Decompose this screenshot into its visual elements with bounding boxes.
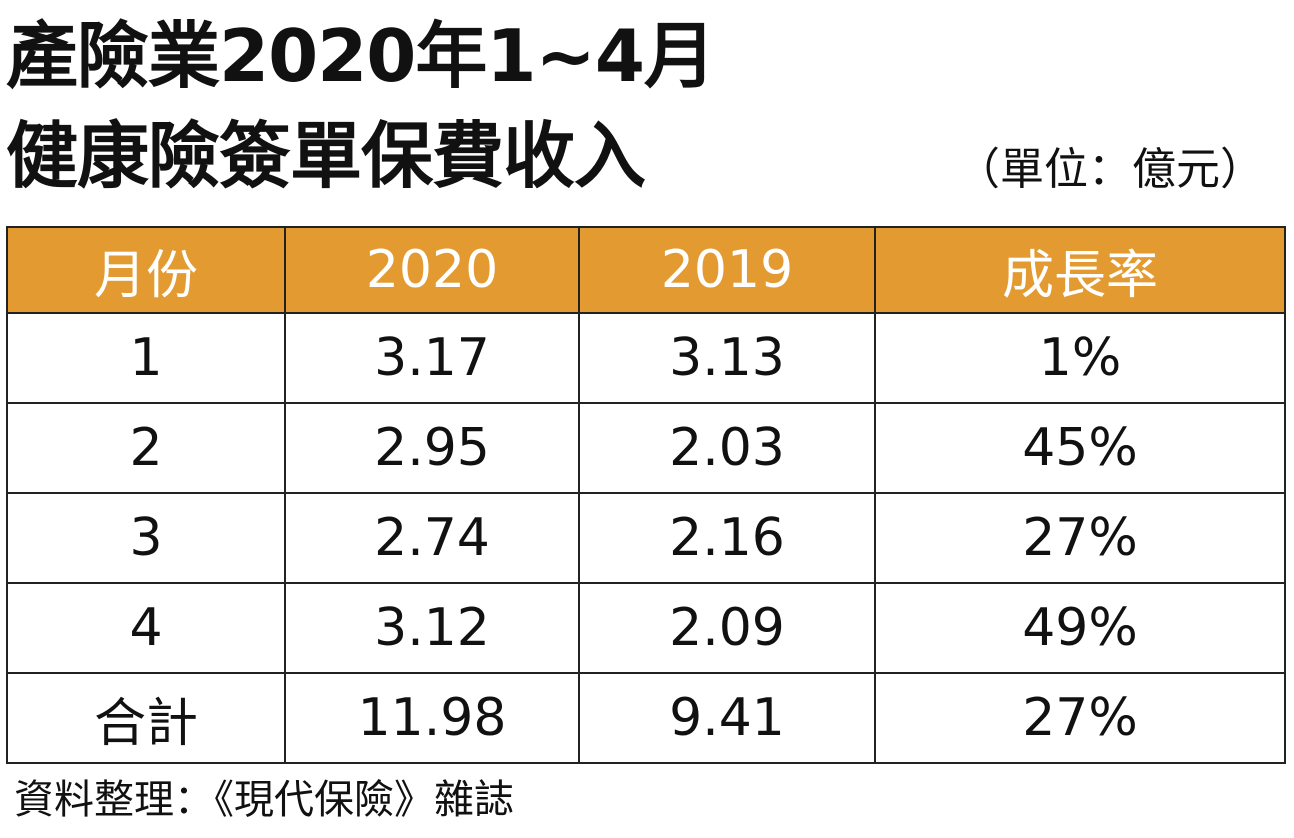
table-header-row: 月份 2020 2019 成長率 [6,226,1286,314]
header-month: 月份 [6,226,286,314]
unit-note: （單位：億元） [956,144,1264,195]
title-line-1: 產險業2020年1~4月 [6,14,716,98]
title-line-2: 健康險簽單保費收入 [6,114,646,198]
premium-table-container: 月份 2020 2019 成長率 1 3.17 3.13 1% 2 2.95 2… [6,226,1286,764]
source-note: 資料整理：《現代保險》雜誌 [14,777,514,823]
table-row: 1 3.17 3.13 1% [6,312,1286,404]
table-total-row: 合計 11.98 9.41 27% [6,672,1286,764]
cell-month: 1 [6,312,286,404]
cell-2020: 3.17 [284,312,580,404]
table-row: 4 3.12 2.09 49% [6,582,1286,674]
cell-total-label: 合計 [6,672,286,764]
cell-total-growth-rate: 27% [874,672,1286,764]
cell-growth-rate: 49% [874,582,1286,674]
cell-2019: 2.03 [578,402,876,494]
table-row: 3 2.74 2.16 27% [6,492,1286,584]
table-row: 2 2.95 2.03 45% [6,402,1286,494]
cell-2019: 3.13 [578,312,876,404]
title-block: 產險業2020年1~4月 健康險簽單保費收入 [6,6,716,206]
cell-month: 2 [6,402,286,494]
cell-2020: 2.95 [284,402,580,494]
premium-table: 月份 2020 2019 成長率 1 3.17 3.13 1% 2 2.95 2… [6,226,1286,764]
header-growth-rate: 成長率 [874,226,1286,314]
cell-growth-rate: 27% [874,492,1286,584]
cell-total-2020: 11.98 [284,672,580,764]
cell-growth-rate: 1% [874,312,1286,404]
cell-2020: 3.12 [284,582,580,674]
cell-growth-rate: 45% [874,402,1286,494]
header-2019: 2019 [578,226,876,314]
cell-2020: 2.74 [284,492,580,584]
cell-total-2019: 9.41 [578,672,876,764]
header-2020: 2020 [284,226,580,314]
cell-month: 4 [6,582,286,674]
cell-2019: 2.16 [578,492,876,584]
cell-2019: 2.09 [578,582,876,674]
cell-month: 3 [6,492,286,584]
